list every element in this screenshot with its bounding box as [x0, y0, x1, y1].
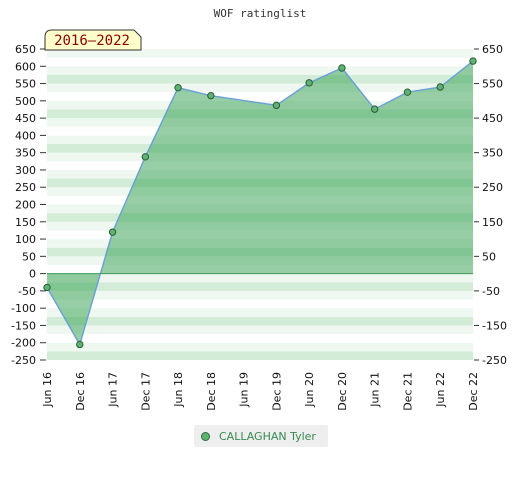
data-point — [76, 340, 84, 349]
y-tick-label-left: 350 — [15, 147, 36, 160]
background-band — [47, 290, 473, 300]
x-axis: Jun 16 Dec 16 Jun 17 Dec 17 Jun 18 Dec 18 Jun … — [41, 372, 480, 411]
background-band — [47, 74, 473, 84]
legend-series-label: CALLAGHAN Tyler — [219, 429, 316, 443]
x-tick-label: Jun 18 — [172, 372, 185, 408]
data-point — [338, 64, 346, 72]
background-band — [47, 83, 473, 93]
y-tick-label-left: 300 — [15, 164, 36, 177]
background-band — [47, 282, 473, 291]
x-tick-label: Dec 19 — [270, 372, 283, 411]
legend: CALLAGHAN Tyler — [194, 425, 328, 447]
x-tick-label: Jun 20 — [303, 372, 316, 408]
background-band — [47, 316, 473, 326]
y-tick-label-left: 0 — [29, 268, 36, 281]
x-tick-label: Dec 16 — [74, 372, 87, 411]
data-point — [436, 83, 444, 91]
y-tick-label-left: -100 — [11, 302, 36, 315]
y-tick-label-left: -200 — [11, 337, 36, 350]
y-axis-right: 650 550 450 350 250 150 50 -50 -150 -250 — [474, 43, 507, 367]
data-point — [469, 57, 477, 65]
series-points — [43, 57, 477, 349]
y-tick-label-left: 150 — [15, 216, 36, 229]
data-point — [43, 283, 51, 292]
y-tick-label-right: 450 — [482, 112, 503, 125]
x-tick-label: Jun 22 — [434, 372, 447, 408]
y-tick-label-right: 550 — [482, 78, 503, 91]
y-tick-label-left: -150 — [11, 319, 36, 332]
background-band — [47, 66, 473, 75]
chart-title: WOF ratinglist — [214, 7, 307, 20]
data-point — [141, 153, 150, 161]
background-band — [47, 342, 473, 352]
data-point — [370, 105, 379, 113]
x-tick-label: Dec 22 — [467, 372, 480, 411]
y-tick-label-right: 50 — [482, 250, 496, 263]
background-band — [47, 351, 473, 360]
y-tick-label-right: 350 — [482, 147, 503, 160]
y-tick-label-left: 650 — [15, 43, 36, 56]
y-tick-label-left: 250 — [15, 181, 36, 194]
data-point — [108, 228, 117, 236]
legend-marker-icon — [201, 431, 210, 441]
y-tick-label-left: 550 — [15, 78, 36, 91]
period-badge-label: 2016–2022 — [54, 33, 130, 49]
background-band — [47, 334, 473, 343]
x-tick-label: Jun 19 — [238, 372, 251, 408]
background-band — [47, 299, 473, 309]
x-tick-label: Dec 18 — [205, 372, 218, 411]
y-tick-label-left: 400 — [15, 129, 36, 142]
x-tick-label: Dec 20 — [336, 372, 349, 411]
y-tick-label-left: 450 — [15, 112, 36, 125]
y-tick-label-right: 650 — [482, 43, 503, 56]
x-tick-label: Dec 21 — [401, 372, 414, 411]
x-tick-label: Jun 17 — [107, 372, 120, 408]
x-tick-label: Jun 21 — [369, 372, 382, 408]
y-tick-label-right: -150 — [482, 319, 507, 332]
period-badge: 2016–2022 — [44, 29, 142, 51]
y-axis-left: 650600550500450400350300250200150100500-… — [11, 43, 46, 367]
y-tick-label-left: -250 — [11, 354, 36, 367]
data-point — [272, 101, 281, 110]
y-tick-label-left: 50 — [22, 250, 36, 263]
y-tick-label-right: -250 — [482, 354, 507, 367]
x-tick-label: Jun 16 — [41, 372, 54, 408]
x-tick-label: Dec 17 — [139, 372, 152, 411]
background-band — [47, 308, 473, 317]
background-band — [47, 325, 473, 335]
y-tick-label-left: 600 — [15, 60, 36, 73]
data-point — [207, 91, 215, 100]
data-point — [305, 79, 313, 87]
y-tick-label-right: -50 — [482, 285, 500, 298]
y-tick-label-left: -50 — [18, 285, 36, 298]
data-point — [403, 88, 412, 96]
background-band — [47, 57, 473, 67]
y-tick-label-left: 100 — [15, 233, 36, 246]
y-tick-label-left: 500 — [15, 95, 36, 108]
y-tick-label-left: 200 — [15, 199, 36, 212]
background-band — [47, 273, 473, 283]
y-tick-label-right: 150 — [482, 216, 503, 229]
background-band — [47, 49, 473, 58]
data-point — [174, 84, 182, 92]
background-band — [47, 92, 473, 101]
y-tick-label-right: 250 — [482, 181, 503, 194]
